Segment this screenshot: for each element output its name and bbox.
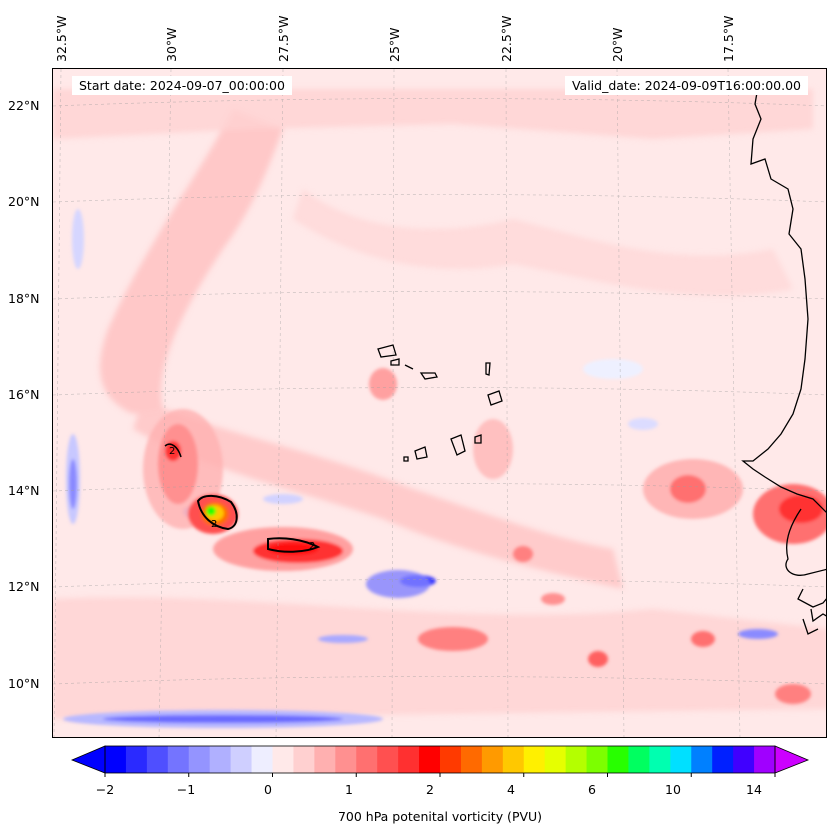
- colorbar-cell: [440, 746, 462, 773]
- start-date-label: Start date: 2024-09-07_00:00:00: [72, 76, 292, 95]
- colorbar-tick-label: 6: [588, 782, 596, 797]
- lon-label-25w: 25°W: [387, 27, 402, 62]
- cape-verde-island: [474, 434, 482, 444]
- colorbar-cell: [565, 746, 588, 773]
- positive-pv-regions: [143, 368, 826, 704]
- lon-label-22-5w: 22.5°W: [499, 15, 514, 62]
- cape-verde-island: [390, 358, 400, 366]
- colorbar-max-arrow: [774, 745, 810, 774]
- colorbar: [70, 745, 810, 777]
- cape-verde-island: [404, 364, 414, 370]
- lat-label-18n: 18°N: [8, 291, 40, 306]
- graticule: [53, 69, 826, 737]
- africa-coastline: [741, 86, 826, 513]
- lat-label-22n: 22°N: [8, 98, 40, 113]
- colorbar-cell: [230, 746, 253, 773]
- lat-label-20n: 20°N: [8, 194, 40, 209]
- colorbar-cell: [586, 746, 608, 773]
- colorbar-cell: [293, 746, 315, 773]
- colorbar-tick-marks: [104, 773, 776, 777]
- colorbar-cell: [335, 746, 357, 773]
- colorbar-cell: [607, 746, 629, 773]
- colorbar-cell: [712, 746, 734, 773]
- colorbar-tick-label: 10: [665, 782, 681, 797]
- lon-label-17-5w: 17.5°W: [721, 15, 736, 62]
- cape-verde-island: [377, 344, 397, 358]
- pv-contours: [164, 443, 321, 553]
- colorbar-cell: [125, 746, 148, 773]
- colorbar-cell: [419, 746, 441, 773]
- cape-verde-island: [487, 390, 503, 406]
- cape-verde-island: [414, 446, 428, 460]
- colorbar-cell: [649, 746, 671, 773]
- colorbar-cell: [670, 746, 692, 773]
- lon-label-27-5w: 27.5°W: [276, 15, 291, 62]
- colorbar-label: 700 hPa potenital vorticity (PVU): [337, 809, 543, 824]
- colorbar-cell: [377, 746, 399, 773]
- colorbar-cell: [167, 746, 190, 773]
- lat-label-12n: 12°N: [8, 579, 40, 594]
- colorbar-cell: [251, 746, 273, 773]
- pv-field-map: 2 2 2: [53, 69, 826, 737]
- colorbar-cell: [754, 746, 776, 773]
- colorbar-cell: [481, 746, 504, 773]
- contour-label: 2: [169, 446, 175, 457]
- colorbar-tick-label: 1: [345, 782, 353, 797]
- colorbar-cell: [272, 746, 294, 773]
- contour-label: 2: [309, 541, 315, 552]
- colorbar-cell: [356, 746, 378, 773]
- colorbar-cell: [628, 746, 650, 773]
- contour-label: 2: [211, 519, 217, 530]
- colorbar-cell: [209, 746, 232, 773]
- lon-label-30w: 30°W: [164, 27, 179, 62]
- colorbar-cell: [544, 746, 567, 773]
- valid-date-label: Valid_date: 2024-09-09T16:00:00.00: [564, 76, 808, 95]
- cape-verde-island: [403, 456, 409, 462]
- coastlines: [377, 86, 826, 635]
- colorbar-cell: [105, 746, 127, 773]
- colorbar-cell: [398, 746, 420, 773]
- colorbar-cell: [523, 746, 546, 773]
- lat-label-10n: 10°N: [8, 676, 40, 691]
- colorbar-cell: [460, 746, 483, 773]
- lon-label-32-5w: 32.5°W: [54, 15, 69, 62]
- colorbar-cell: [691, 746, 713, 773]
- colorbar-cell: [502, 746, 525, 773]
- colorbar-cell: [188, 746, 211, 773]
- cape-verde-island: [485, 362, 491, 376]
- colorbar-cell: [733, 746, 755, 773]
- lon-label-20w: 20°W: [610, 27, 625, 62]
- map-panel: 2 2 2: [52, 68, 827, 738]
- cape-verde-island: [419, 372, 438, 380]
- colorbar-tick-label: 4: [507, 782, 515, 797]
- colorbar-tick-label: 2: [426, 782, 434, 797]
- colorbar-tick-label: −1: [176, 782, 196, 797]
- colorbar-tick-label: −2: [95, 782, 115, 797]
- pink-swirl-band: [53, 89, 826, 719]
- colorbar-cells: [105, 746, 776, 773]
- lat-label-16n: 16°N: [8, 387, 40, 402]
- colorbar-tick-label: 0: [264, 782, 272, 797]
- cape-verde-island: [450, 434, 466, 456]
- colorbar-tick-label: 14: [746, 782, 762, 797]
- colorbar-min-arrow: [70, 745, 106, 774]
- colorbar-cell: [146, 746, 169, 773]
- lat-label-14n: 14°N: [8, 483, 40, 498]
- colorbar-cell: [314, 746, 336, 773]
- contour-labels: 2 2 2: [169, 446, 315, 552]
